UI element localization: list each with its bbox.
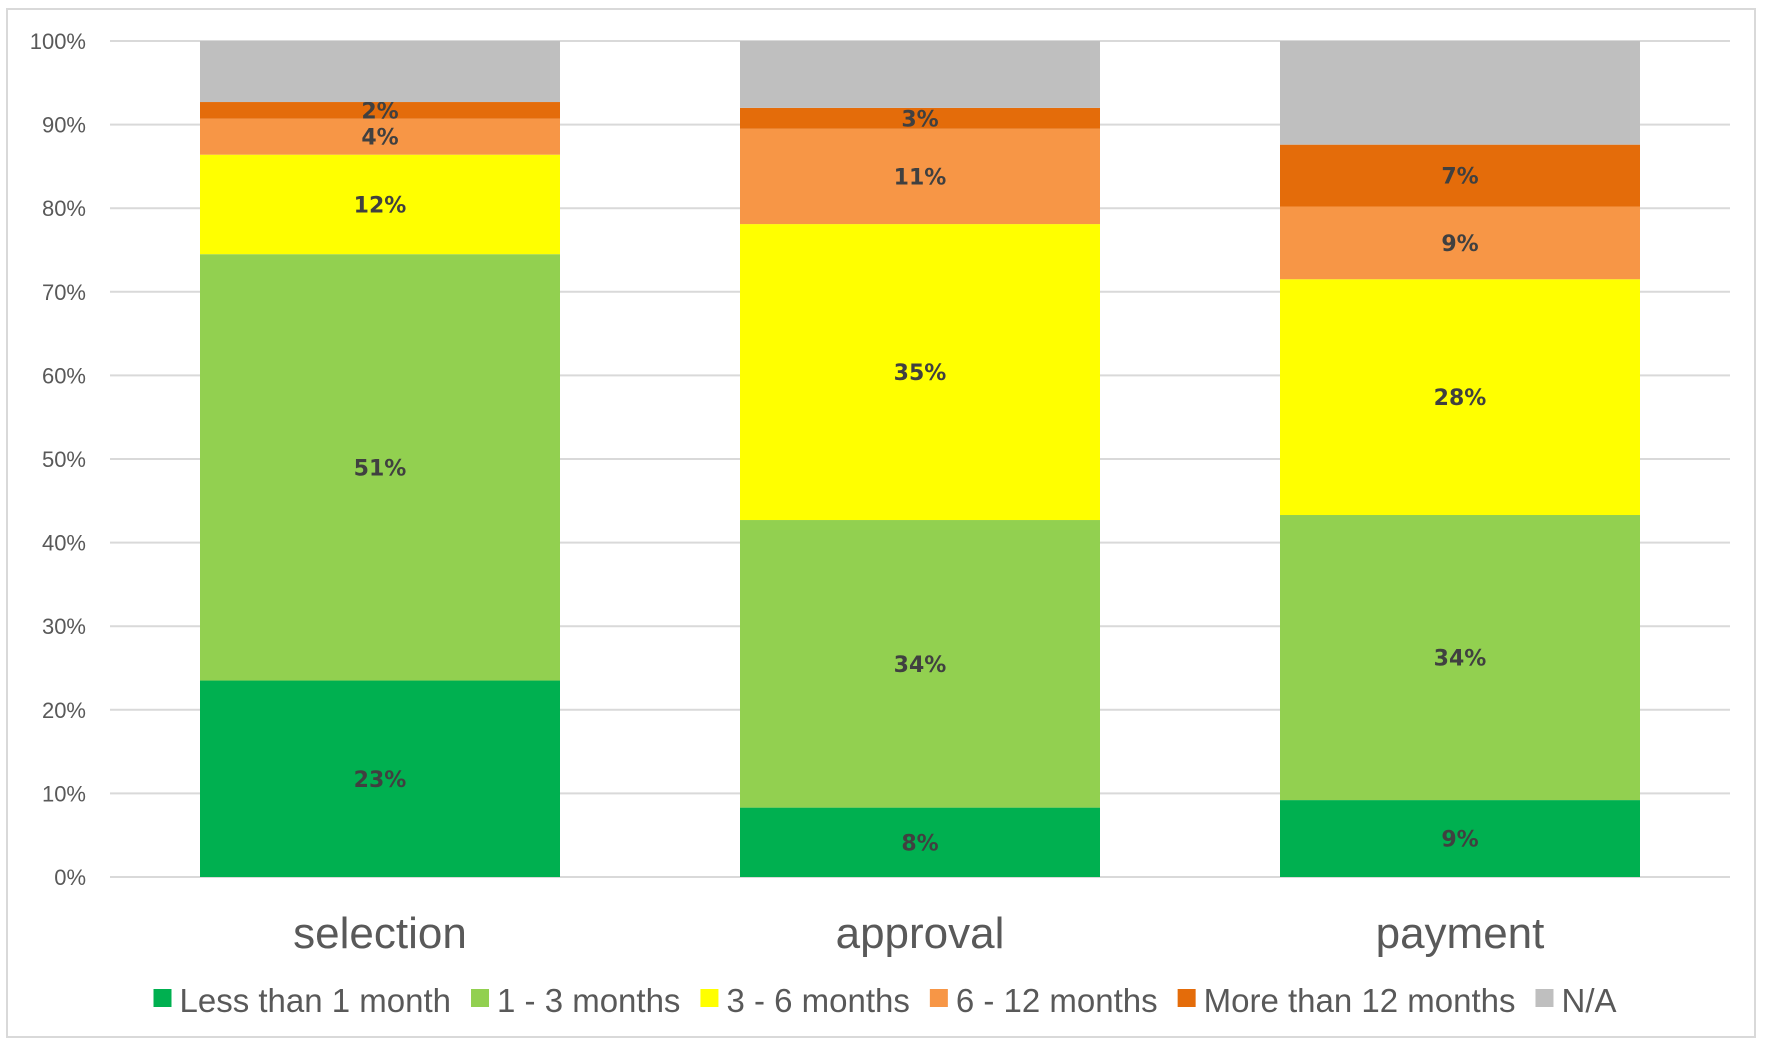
data-label: 9% — [1441, 828, 1478, 853]
data-label: 7% — [1441, 165, 1478, 190]
legend-swatch — [1535, 989, 1554, 1007]
bar-segment — [740, 224, 1100, 521]
category-label: payment — [1376, 909, 1545, 958]
data-label: 12% — [354, 193, 407, 218]
legend-label: Less than 1 month — [180, 982, 452, 1019]
data-label: 8% — [901, 831, 938, 856]
bar-segment — [200, 680, 560, 877]
data-label: 23% — [354, 768, 407, 793]
bar-segment — [740, 520, 1100, 808]
bar-segment — [200, 102, 560, 119]
bar-segment — [740, 107, 1100, 129]
bar-segment — [200, 254, 560, 681]
category-label: selection — [293, 909, 467, 958]
data-label: 34% — [894, 653, 947, 678]
y-tick-label: 30% — [42, 614, 86, 639]
legend-swatch — [471, 989, 490, 1007]
bar-segment — [1280, 41, 1640, 145]
legend-swatch — [700, 989, 719, 1007]
bar-segment — [1280, 515, 1640, 801]
data-label: 3% — [901, 107, 938, 132]
bar-segment — [200, 154, 560, 255]
data-label: 2% — [361, 99, 398, 124]
data-label: 11% — [894, 165, 947, 190]
data-label: 35% — [894, 361, 947, 386]
legend-label: 6 - 12 months — [956, 982, 1158, 1019]
y-tick-label: 10% — [42, 781, 86, 806]
bar-segment — [200, 41, 560, 103]
y-tick-label: 90% — [42, 113, 86, 138]
y-tick-label: 40% — [42, 531, 86, 556]
legend-swatch — [1177, 989, 1196, 1007]
legend-label: 3 - 6 months — [726, 982, 909, 1019]
bar-segment — [1280, 144, 1640, 207]
bar-segment — [200, 118, 560, 155]
y-tick-label: 0% — [54, 865, 86, 890]
y-tick-label: 60% — [42, 363, 86, 388]
data-label: 51% — [354, 456, 407, 481]
data-label: 34% — [1434, 647, 1487, 672]
data-label: 28% — [1434, 386, 1487, 411]
legend-swatch — [929, 989, 948, 1007]
bar-segment — [740, 41, 1100, 108]
legend-label: N/A — [1561, 982, 1616, 1019]
legend-swatch — [153, 989, 172, 1007]
y-tick-label: 100% — [30, 29, 86, 54]
data-label: 4% — [361, 126, 398, 151]
bar-segment — [740, 128, 1100, 225]
y-tick-label: 70% — [42, 280, 86, 305]
legend-label: More than 12 months — [1204, 982, 1516, 1019]
legend-label: 1 - 3 months — [497, 982, 680, 1019]
bar-segment — [1280, 206, 1640, 280]
data-label: 9% — [1441, 232, 1478, 257]
y-tick-label: 80% — [42, 196, 86, 221]
y-tick-label: 20% — [42, 698, 86, 723]
category-label: approval — [836, 909, 1005, 958]
bar-segment — [1280, 279, 1640, 516]
bar-segment — [740, 807, 1100, 877]
y-tick-label: 50% — [42, 447, 86, 472]
bar-segment — [1280, 800, 1640, 877]
